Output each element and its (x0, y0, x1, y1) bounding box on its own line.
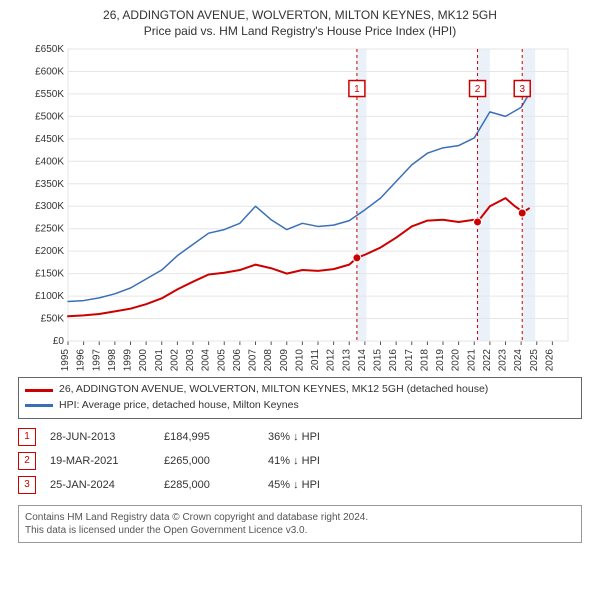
svg-text:1: 1 (354, 84, 360, 95)
svg-text:£600K: £600K (35, 67, 64, 78)
svg-text:£500K: £500K (35, 112, 64, 123)
svg-text:£450K: £450K (35, 134, 64, 145)
price-chart: £0 £50K £100K £150K £200K £250K £300K £350K £400… (20, 41, 580, 371)
svg-text:£550K: £550K (35, 89, 64, 100)
event-row: 2 19-MAR-2021 £265,000 41% ↓ HPI (18, 449, 582, 473)
svg-text:2019: 2019 (435, 349, 446, 371)
svg-text:£150K: £150K (35, 269, 64, 280)
svg-text:2022: 2022 (482, 349, 493, 371)
svg-text:1998: 1998 (107, 349, 118, 371)
svg-text:£100K: £100K (35, 291, 64, 302)
svg-text:2002: 2002 (169, 349, 180, 371)
event-price: £184,995 (164, 431, 254, 443)
svg-text:2008: 2008 (263, 349, 274, 371)
svg-text:£50K: £50K (41, 314, 65, 325)
svg-text:2000: 2000 (138, 349, 149, 371)
svg-text:2015: 2015 (373, 349, 384, 371)
legend-swatch (25, 404, 53, 407)
svg-text:2012: 2012 (326, 349, 337, 371)
event-row: 1 28-JUN-2013 £184,995 36% ↓ HPI (18, 425, 582, 449)
svg-text:£200K: £200K (35, 246, 64, 257)
event-date: 28-JUN-2013 (50, 431, 150, 443)
event-marker-icon: 3 (18, 476, 36, 494)
event-marker-icon: 1 (18, 428, 36, 446)
svg-text:2001: 2001 (154, 349, 165, 371)
svg-text:1999: 1999 (123, 349, 134, 371)
svg-text:2017: 2017 (404, 349, 415, 371)
svg-text:2026: 2026 (544, 349, 555, 371)
footer-line1: Contains HM Land Registry data © Crown c… (25, 511, 575, 524)
svg-text:2020: 2020 (451, 349, 462, 371)
event-price: £285,000 (164, 479, 254, 491)
event-delta: 36% ↓ HPI (268, 431, 320, 443)
event-price: £265,000 (164, 455, 254, 467)
legend-label: HPI: Average price, detached house, Milt… (59, 398, 299, 414)
event-delta: 41% ↓ HPI (268, 455, 320, 467)
event-date: 19-MAR-2021 (50, 455, 150, 467)
legend: 26, ADDINGTON AVENUE, WOLVERTON, MILTON … (18, 377, 582, 419)
event-date: 25-JAN-2024 (50, 479, 150, 491)
license-footer: Contains HM Land Registry data © Crown c… (18, 505, 582, 543)
events-table: 1 28-JUN-2013 £184,995 36% ↓ HPI 2 19-MAR-202… (18, 425, 582, 497)
svg-text:£400K: £400K (35, 156, 64, 167)
footer-line2: This data is licensed under the Open Gov… (25, 524, 575, 537)
svg-text:£300K: £300K (35, 201, 64, 212)
chart-title: 26, ADDINGTON AVENUE, WOLVERTON, MILTON … (10, 8, 590, 39)
svg-text:2025: 2025 (529, 349, 540, 371)
svg-text:2005: 2005 (216, 349, 227, 371)
svg-text:2024: 2024 (513, 349, 524, 371)
svg-text:1997: 1997 (91, 349, 102, 371)
svg-text:£350K: £350K (35, 179, 64, 190)
event-marker-icon: 2 (18, 452, 36, 470)
svg-text:2023: 2023 (498, 349, 509, 371)
legend-row: HPI: Average price, detached house, Milt… (25, 398, 575, 414)
svg-text:£650K: £650K (35, 44, 64, 55)
svg-text:2004: 2004 (201, 349, 212, 371)
svg-text:2013: 2013 (341, 349, 352, 371)
svg-text:2: 2 (475, 84, 481, 95)
svg-text:2009: 2009 (279, 349, 290, 371)
svg-text:2006: 2006 (232, 349, 243, 371)
svg-text:2016: 2016 (388, 349, 399, 371)
svg-text:1996: 1996 (76, 349, 87, 371)
svg-text:2018: 2018 (419, 349, 430, 371)
legend-label: 26, ADDINGTON AVENUE, WOLVERTON, MILTON … (59, 382, 488, 398)
event-row: 3 25-JAN-2024 £285,000 45% ↓ HPI (18, 473, 582, 497)
svg-text:1995: 1995 (60, 349, 71, 371)
title-line2: Price paid vs. HM Land Registry's House … (10, 24, 590, 40)
event-delta: 45% ↓ HPI (268, 479, 320, 491)
svg-text:2011: 2011 (310, 349, 321, 371)
title-line1: 26, ADDINGTON AVENUE, WOLVERTON, MILTON … (10, 8, 590, 24)
svg-text:2021: 2021 (466, 349, 477, 371)
svg-text:2010: 2010 (294, 349, 305, 371)
svg-text:2003: 2003 (185, 349, 196, 371)
svg-text:£0: £0 (53, 336, 65, 347)
legend-swatch (25, 389, 53, 392)
svg-text:2014: 2014 (357, 349, 368, 371)
legend-row: 26, ADDINGTON AVENUE, WOLVERTON, MILTON … (25, 382, 575, 398)
svg-text:2007: 2007 (248, 349, 259, 371)
svg-text:3: 3 (519, 84, 525, 95)
svg-text:£250K: £250K (35, 224, 64, 235)
